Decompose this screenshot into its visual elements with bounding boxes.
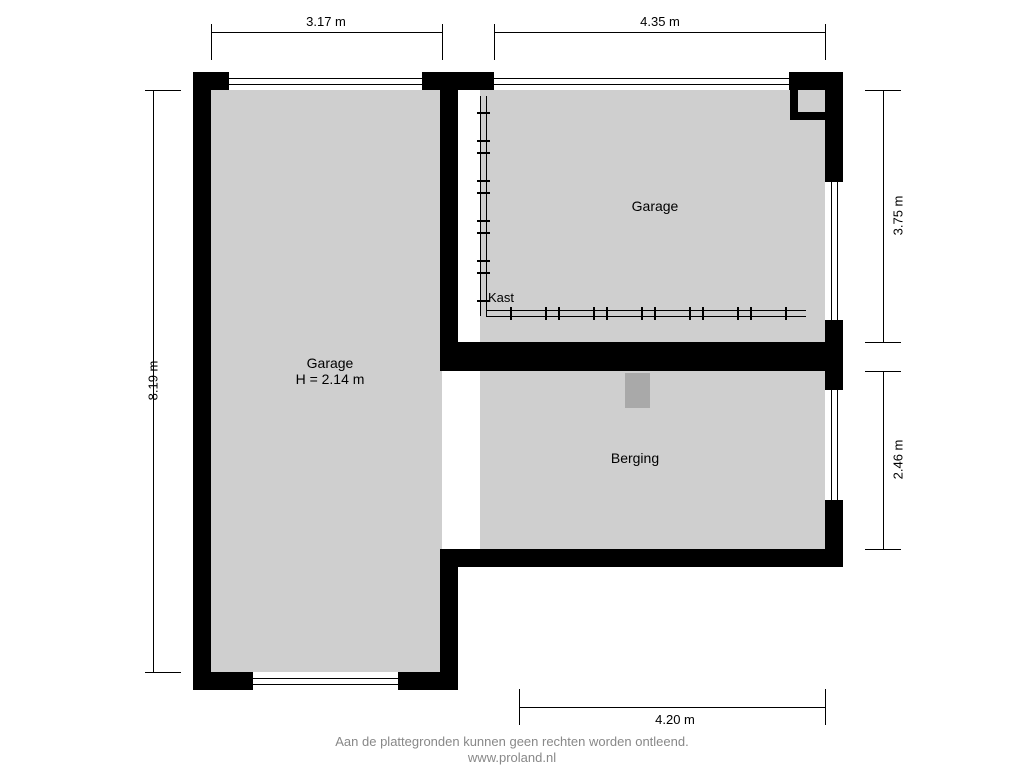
wall [825,72,843,182]
kast-edge [486,316,806,317]
floorplan-stage: Garage H = 2.14 m Garage Berging Kast 3.… [0,0,1024,768]
dim-tick [145,90,181,91]
dim-tick [865,342,901,343]
label-kast: Kast [488,290,528,305]
tick [654,307,656,320]
dim-top-left: 3.17 m [286,14,366,29]
opening [837,390,838,500]
tick [477,180,490,182]
footer-line1: Aan de plattegronden kunnen geen rechten… [0,734,1024,749]
wall [440,72,458,352]
dim-tick [442,24,443,60]
opening [229,84,422,85]
label-berging: Berging [585,450,685,466]
dim-tick [865,90,901,91]
opening [837,182,838,320]
opening [229,78,422,79]
dim-left: 8.19 m [146,341,161,421]
wall [440,549,843,567]
wall [790,112,825,120]
tick [477,260,490,262]
kast-edge [486,96,487,316]
label-garage-left: Garage H = 2.14 m [270,355,390,387]
tick [785,307,787,320]
footer-line2: www.proland.nl [0,750,1024,765]
tick [477,232,490,234]
dim-top-right: 4.35 m [620,14,700,29]
dim-tick [519,689,520,725]
dim-tick [865,549,901,550]
wall-divider [440,342,843,371]
berging-fixture [625,373,650,408]
wall [193,72,211,690]
tick [477,272,490,274]
tick [593,307,595,320]
dim-tick [494,24,495,60]
dim-line [519,707,825,708]
room-garage-right [480,90,825,342]
tick [606,307,608,320]
dim-line [883,371,884,549]
opening [831,182,832,320]
tick [477,140,490,142]
tick [477,152,490,154]
dim-tick [211,24,212,60]
dim-line [494,32,825,33]
opening [494,84,789,85]
wall [458,72,494,90]
tick [510,307,512,320]
dim-line [883,90,884,342]
dim-right-lower: 2.46 m [891,420,906,500]
wall [440,549,458,690]
tick [558,307,560,320]
tick [702,307,704,320]
dim-bottom-right: 4.20 m [635,712,715,727]
tick [477,192,490,194]
tick [737,307,739,320]
kast-edge [486,310,806,311]
wall [193,672,253,690]
dim-tick [145,672,181,673]
label-garage-right: Garage [605,198,705,214]
tick [545,307,547,320]
opening [253,684,398,685]
tick [641,307,643,320]
tick [689,307,691,320]
tick [477,220,490,222]
opening [494,78,789,79]
tick [750,307,752,320]
opening [253,678,398,679]
dim-line [211,32,442,33]
dim-tick [825,689,826,725]
opening [831,390,832,500]
dim-right-upper: 3.75 m [891,176,906,256]
dim-tick [825,24,826,60]
tick [477,112,490,114]
dim-tick [865,371,901,372]
kast-edge [480,96,481,316]
